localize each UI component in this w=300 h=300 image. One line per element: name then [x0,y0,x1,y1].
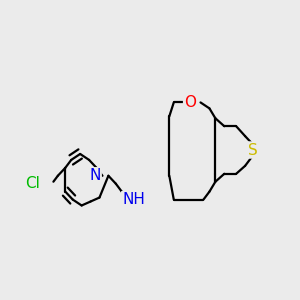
Text: NH: NH [122,192,145,207]
Text: O: O [184,95,196,110]
Text: S: S [248,142,257,158]
Text: N: N [89,168,101,183]
Text: Cl: Cl [25,176,40,191]
